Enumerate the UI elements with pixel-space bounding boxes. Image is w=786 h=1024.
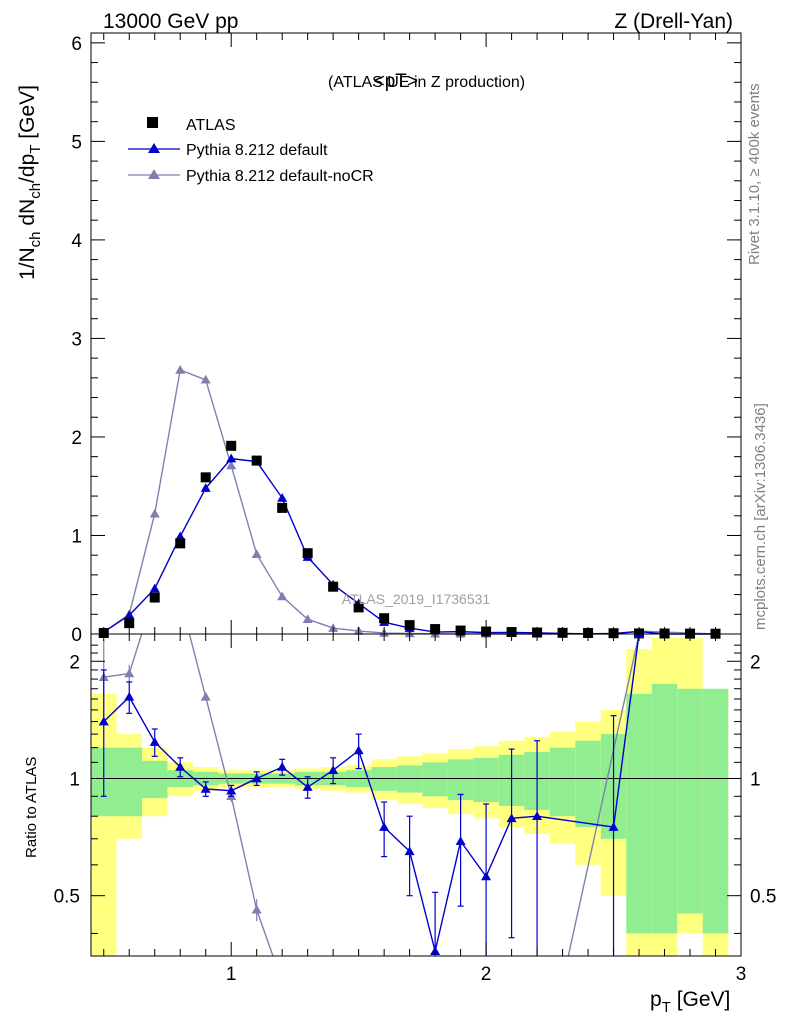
ratio-point-default xyxy=(149,737,160,746)
x-tick-label: 3 xyxy=(736,964,747,985)
header-left: 13000 GeV pp xyxy=(103,10,238,33)
legend: ATLAS Pythia 8.212 default Pythia 8.212 … xyxy=(128,117,374,185)
point-atlas xyxy=(302,548,313,559)
ratio-tick-label-right: 2 xyxy=(750,652,761,673)
y-tick-label: 4 xyxy=(71,231,82,252)
y-tick-label: 1 xyxy=(71,526,82,547)
point-atlas xyxy=(149,592,160,603)
band-green xyxy=(447,759,474,801)
legend-label-nocr: Pythia 8.212 default-noCR xyxy=(186,168,374,185)
ratio-tick-label: 1 xyxy=(69,769,80,790)
point-nocr xyxy=(302,614,313,623)
point-nocr xyxy=(251,549,262,558)
chart-title: <pT> xyxy=(374,71,418,92)
band-green xyxy=(422,762,448,797)
band-green xyxy=(677,688,703,914)
legend-label-atlas: ATLAS xyxy=(186,117,236,134)
point-default xyxy=(226,453,237,463)
point-default xyxy=(175,531,186,541)
band-green xyxy=(116,747,142,817)
legend-label-default: Pythia 8.212 default xyxy=(186,142,328,159)
header-right: Z (Drell-Yan) xyxy=(614,10,733,33)
x-axis-title: pT [GeV] xyxy=(650,988,730,1016)
band-green xyxy=(549,747,576,817)
ratio-point-default xyxy=(608,822,619,831)
analysis-label: ATLAS_2019_I1736531 xyxy=(342,591,491,607)
ratio-point-default xyxy=(328,765,339,774)
series-line-default xyxy=(103,457,716,635)
ratio-point-default xyxy=(200,783,211,793)
band-green xyxy=(626,693,652,934)
rivet-label: Rivet 3.1.10, ≥ 400k events xyxy=(746,83,763,265)
ratio-point-default xyxy=(404,846,415,856)
ratio-point-default xyxy=(353,745,364,755)
ratio-point-default xyxy=(277,762,288,771)
point-nocr xyxy=(277,591,288,601)
y-tick-label: 0 xyxy=(71,625,82,646)
ratio-point-default xyxy=(124,691,135,701)
ratio-tick-label-right: 0.5 xyxy=(750,887,776,908)
point-atlas xyxy=(404,620,415,631)
point-atlas xyxy=(328,581,339,592)
ratio-tick-label-right: 1 xyxy=(750,769,761,790)
band-green xyxy=(396,765,423,793)
point-atlas xyxy=(175,538,186,549)
legend-marker-default xyxy=(148,143,160,153)
y-tick-label: 5 xyxy=(71,132,82,153)
point-atlas xyxy=(200,472,211,483)
point-nocr xyxy=(149,508,160,518)
ratio-point-default xyxy=(226,785,237,795)
chart-subtitle: (ATLAS UE in Z production) xyxy=(328,74,525,91)
ratio-point-default xyxy=(302,782,313,791)
ratio-point-default xyxy=(98,716,109,726)
ratio-series xyxy=(98,634,645,956)
mcplots-label: mcplots.cern.ch [arXiv:1306.3436] xyxy=(752,403,769,630)
ratio-point-default xyxy=(532,811,543,820)
band-green xyxy=(473,757,499,803)
y-axis-title: 1/Nch dNch/dpT [GeV] xyxy=(16,85,44,280)
point-atlas xyxy=(251,455,262,466)
point-nocr xyxy=(226,460,237,470)
point-atlas xyxy=(353,602,364,613)
ratio-point-nocr xyxy=(200,691,211,701)
x-tick-label: 1 xyxy=(226,964,237,985)
ratio-point-default xyxy=(506,813,517,823)
point-nocr xyxy=(200,374,211,384)
ratio-point-default xyxy=(481,871,492,881)
y-tick-label: 6 xyxy=(71,34,82,55)
point-atlas xyxy=(226,440,237,451)
point-atlas xyxy=(277,502,288,513)
ratio-point-default xyxy=(379,822,390,831)
ratio-point-nocr xyxy=(124,668,135,678)
band-green xyxy=(651,683,678,934)
band-green xyxy=(141,760,168,799)
point-atlas xyxy=(124,618,135,629)
ratio-clipped xyxy=(98,634,645,956)
point-default xyxy=(149,583,160,593)
point-atlas xyxy=(379,613,390,624)
ratio-tick-label: 0.5 xyxy=(54,887,80,908)
x-tick-label: 2 xyxy=(481,964,492,985)
point-nocr xyxy=(175,364,186,374)
y-tick-label: 2 xyxy=(71,428,82,449)
ratio-axis-title: Ratio to ATLAS xyxy=(23,757,40,858)
point-default xyxy=(200,483,211,492)
y-tick-label: 3 xyxy=(71,329,82,350)
ratio-point-nocr xyxy=(251,904,262,914)
uncertainty-bands xyxy=(91,637,741,956)
ratio-plot-frame xyxy=(90,633,742,957)
legend-marker-atlas xyxy=(147,117,158,128)
point-default xyxy=(124,610,135,620)
point-default xyxy=(277,493,288,502)
ratio-point-default xyxy=(455,836,466,845)
legend-marker-nocr xyxy=(148,169,160,179)
ratio-point-default xyxy=(251,773,262,783)
ratio-tick-label: 2 xyxy=(69,652,80,673)
band-green xyxy=(702,688,729,934)
ratio-point-default xyxy=(175,762,186,771)
band-green xyxy=(575,740,601,828)
